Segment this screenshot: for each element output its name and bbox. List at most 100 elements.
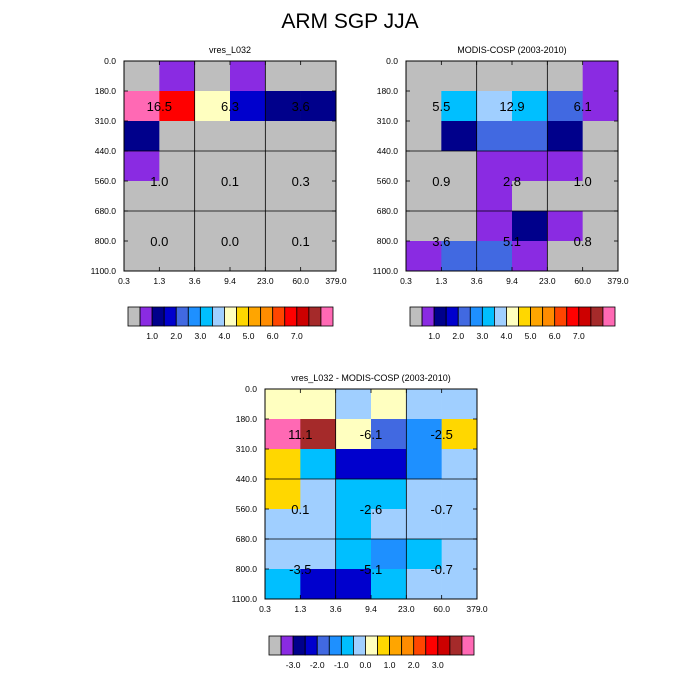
colorbar-swatch (481, 306, 495, 327)
heatmap-cell (265, 91, 301, 122)
heatmap-cell (441, 389, 478, 420)
colorbar-swatch (413, 635, 427, 656)
heatmap-cell (265, 509, 301, 540)
heatmap-cell (441, 509, 478, 540)
y-tick-label: 680.0 (236, 534, 258, 544)
block-value-label: 0.1 (221, 174, 239, 189)
heatmap-cell (159, 151, 195, 182)
y-tick-label: 0.0 (104, 56, 116, 66)
heatmap-cell (547, 61, 583, 92)
heatmap-cell (512, 211, 548, 242)
panel-title: vres_L032 (209, 45, 251, 55)
colorbar-swatch (469, 306, 483, 327)
heatmap-cell (159, 241, 195, 272)
colorbar-swatch (506, 306, 519, 327)
x-tick-label: 0.3 (118, 276, 130, 286)
colorbar-swatch (590, 306, 604, 327)
heatmap-cell (265, 449, 301, 480)
y-tick-label: 0.0 (386, 56, 398, 66)
colorbar-swatch (308, 306, 322, 327)
colorbar-swatch (224, 306, 237, 327)
colorbar-swatch (340, 635, 354, 656)
heatmap-cell (300, 479, 336, 510)
colorbar-swatch (401, 635, 415, 656)
heatmap-cell (300, 211, 337, 242)
block-value-label: 0.9 (432, 174, 450, 189)
panel-1: 16.5 6.3 3.6 1.0 0.1 0.3 0.0 0.0 0.1 vres_L032 0.3… (91, 45, 347, 341)
colorbar-swatch (151, 306, 165, 327)
block-value-label: 11.1 (288, 427, 312, 442)
colorbar-swatch (425, 635, 439, 656)
heatmap-cell (406, 121, 442, 152)
heatmap-cell (124, 121, 160, 152)
figure-title: ARM SGP JJA (281, 10, 419, 33)
heatmap-cell (300, 389, 336, 420)
block-value-label: -3.5 (289, 562, 311, 577)
y-tick-label: 1100.0 (91, 266, 117, 276)
heatmap-cell (547, 121, 583, 152)
x-tick-label: 379.0 (466, 604, 488, 614)
colorbar-swatch (530, 306, 544, 327)
heatmap-cell (265, 211, 301, 242)
y-tick-label: 310.0 (377, 116, 399, 126)
heatmap-cell (406, 91, 442, 122)
colorbar-swatch (284, 306, 298, 327)
heatmap-cell (582, 241, 619, 272)
heatmap-cell (476, 91, 513, 122)
colorbar-label: 4.0 (501, 331, 513, 341)
heatmap-cell (406, 211, 442, 242)
heatmap-cell (265, 241, 301, 272)
colorbar-swatch (457, 306, 471, 327)
colorbar-label: 6.0 (267, 331, 279, 341)
colorbar-swatch (272, 306, 286, 327)
heatmap-cell (476, 121, 513, 152)
block-value-label: 3.6 (292, 99, 310, 114)
heatmap-cell (476, 241, 513, 272)
heatmap-cell (441, 419, 478, 450)
block-value-label: 5.5 (432, 99, 450, 114)
heatmap-cell (265, 419, 301, 450)
block-value-label: 12.9 (499, 99, 524, 114)
heatmap-cell (406, 181, 442, 212)
heatmap-cell (194, 241, 231, 272)
heatmap-cell (582, 151, 619, 182)
heatmap-cell (582, 91, 619, 122)
heatmap-cell (476, 211, 513, 242)
y-tick-label: 680.0 (377, 206, 399, 216)
colorbar-label: 0.0 (360, 660, 372, 670)
block-value-label: 0.1 (292, 234, 310, 249)
block-value-label: 0.0 (221, 234, 239, 249)
heatmap-cell (194, 91, 231, 122)
heatmap-cell (230, 181, 266, 212)
heatmap-cell (194, 121, 231, 152)
colorbar-label: 4.0 (219, 331, 231, 341)
colorbar-label: 1.0 (146, 331, 158, 341)
panel-2: 5.5 12.9 6.1 0.9 2.8 1.0 3.6 5.1 0.8 MODIS-COSP (… (373, 45, 629, 341)
heatmap-cell (406, 539, 442, 570)
colorbar-swatch (139, 306, 153, 327)
heatmap-cell (265, 479, 301, 510)
colorbar-swatch (353, 635, 366, 656)
heatmap-cell (265, 389, 301, 420)
heatmap-cell (371, 539, 407, 570)
heatmap-cell (335, 569, 372, 600)
heatmap-cell (582, 181, 619, 212)
heatmap-cell (512, 241, 548, 272)
heatmap-cell (406, 509, 442, 540)
colorbar-swatch (377, 635, 390, 656)
block-value-label: -6.1 (360, 427, 382, 442)
heatmap-cell (406, 419, 442, 450)
colorbar-swatch (248, 306, 262, 327)
block-value-label: -0.7 (430, 502, 452, 517)
block-value-label: 6.1 (574, 99, 592, 114)
heatmap-cell (335, 539, 372, 570)
heatmap-cell (547, 151, 583, 182)
colorbar-label: 5.0 (525, 331, 537, 341)
colorbar-label: 3.0 (194, 331, 206, 341)
heatmap-cell (124, 61, 160, 92)
heatmap-cell (335, 479, 372, 510)
heatmap-cell (124, 211, 160, 242)
heatmap-cell (547, 211, 583, 242)
colorbar-label: 7.0 (291, 331, 303, 341)
